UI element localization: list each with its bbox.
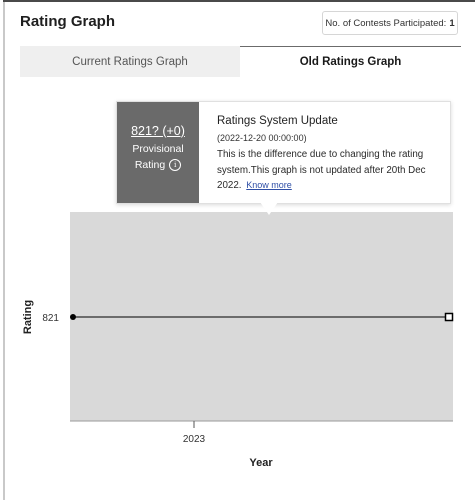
tooltip-rating-label: Rating	[134, 159, 166, 171]
tooltip-rating-panel: 821? (+0) Provisional Rating i	[117, 102, 199, 203]
contests-label: No. of Contests Participated:	[325, 17, 447, 29]
tooltip-rating-value[interactable]: 821? (+0)	[131, 124, 185, 138]
tab-old-label: Old Ratings Graph	[299, 56, 402, 68]
rating-tooltip: 821? (+0) Provisional Rating i Ratings Sy…	[116, 101, 451, 204]
tab-old-ratings-graph[interactable]: Old Ratings Graph	[240, 46, 461, 77]
contests-participated-badge: No. of Contests Participated: 1	[322, 11, 458, 35]
y-tick-label: 821	[42, 313, 59, 324]
tooltip-description-text: This is the difference due to changing t…	[217, 149, 426, 191]
card-left-border	[3, 0, 5, 500]
card-top-border	[3, 0, 475, 2]
tooltip-title: Ratings System Update	[217, 115, 338, 127]
tooltip-details: Ratings System Update (2022-12-20 00:00:…	[217, 102, 447, 203]
tooltip-rating-label-row: Rating i	[117, 159, 199, 172]
tooltip-date: (2022-12-20 00:00:00)	[217, 133, 307, 143]
rating-point-end[interactable]	[444, 312, 454, 322]
know-more-link[interactable]: Know more	[246, 180, 292, 190]
x-axis-title: Year	[249, 457, 273, 469]
y-axis-title: Rating	[22, 300, 34, 334]
tooltip-description: This is the difference due to changing t…	[217, 147, 435, 194]
tab-current-label: Current Ratings Graph	[72, 55, 188, 68]
tooltip-provisional-label: Provisional	[132, 143, 184, 155]
card-title: Rating Graph	[20, 13, 116, 30]
contests-count: 1	[449, 17, 455, 29]
x-tick-label: 2023	[183, 434, 206, 445]
rating-point-start[interactable]	[70, 314, 76, 320]
tooltip-arrow	[260, 202, 278, 215]
tab-current-ratings-graph[interactable]: Current Ratings Graph	[20, 46, 240, 77]
info-icon[interactable]: i	[169, 159, 182, 172]
